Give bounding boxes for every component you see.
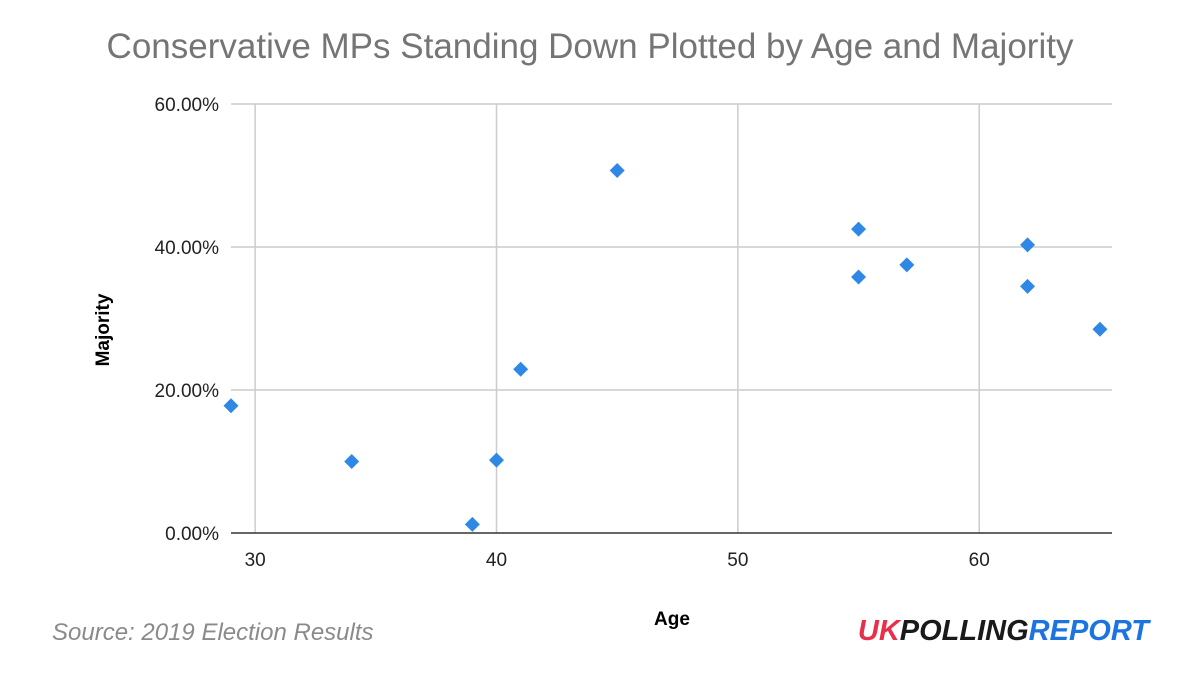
source-note: Source: 2019 Election Results bbox=[52, 619, 374, 646]
x-tick-labels: 30 40 50 60 bbox=[245, 550, 990, 571]
y-tick-label: 0.00% bbox=[165, 524, 219, 545]
logo-uk-text: UK bbox=[858, 615, 902, 647]
x-axis-title: Age bbox=[654, 609, 690, 630]
y-tick-label: 40.00% bbox=[155, 238, 220, 259]
logo-polling-text: POLLING bbox=[900, 615, 1029, 647]
y-tick-labels: 0.00% 20.00% 40.00% 60.00% bbox=[155, 95, 220, 545]
data-point-diamond bbox=[513, 361, 529, 377]
data-point-diamond bbox=[1020, 278, 1036, 294]
data-point-diamond bbox=[489, 452, 505, 468]
y-axis-title: Majority bbox=[93, 293, 114, 366]
data-point-diamond bbox=[609, 162, 625, 178]
svg-text:UKPOLLINGREPORT: UKPOLLINGREPORT bbox=[858, 615, 1151, 647]
data-point-diamond bbox=[1020, 237, 1036, 253]
y-tick-label: 60.00% bbox=[155, 95, 220, 116]
x-tick-label: 60 bbox=[969, 550, 990, 571]
data-point-diamond bbox=[851, 269, 867, 285]
x-tick-label: 40 bbox=[486, 550, 507, 571]
data-point-diamond bbox=[851, 221, 867, 237]
y-gridlines bbox=[231, 103, 1112, 391]
y-tick-label: 20.00% bbox=[155, 381, 220, 402]
data-point-diamond bbox=[899, 257, 915, 273]
data-points bbox=[223, 162, 1108, 532]
x-gridlines bbox=[254, 104, 980, 533]
data-point-diamond bbox=[464, 516, 480, 532]
x-tick-label: 30 bbox=[245, 550, 266, 571]
ukpollingreport-logo: UKPOLLINGREPORT bbox=[858, 615, 1151, 647]
logo-report-text: REPORT bbox=[1029, 615, 1152, 647]
data-point-diamond bbox=[1092, 321, 1108, 337]
data-point-diamond bbox=[344, 454, 360, 469]
x-tick-label: 50 bbox=[727, 550, 748, 571]
chart-title: Conservative MPs Standing Down Plotted b… bbox=[107, 27, 1074, 66]
data-point-diamond bbox=[223, 398, 239, 414]
